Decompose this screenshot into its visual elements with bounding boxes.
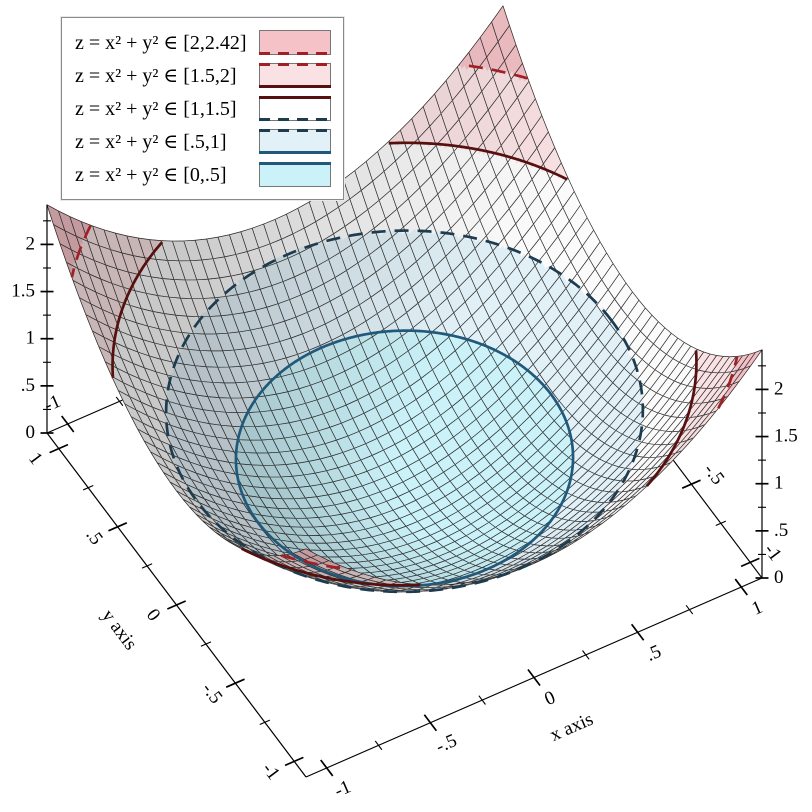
legend: z = x² + y² ∈ [2,2.42] z = x² + y² ∈ [1.… <box>60 16 345 201</box>
legend-swatch <box>259 162 331 187</box>
legend-swatch <box>259 96 331 121</box>
contour-line-sample <box>259 52 331 55</box>
contour-line-sample <box>259 96 331 99</box>
contour-line-sample <box>259 162 331 165</box>
legend-entry: z = x² + y² ∈ [2,2.42] <box>75 26 333 59</box>
legend-entry-label: z = x² + y² ∈ [2,2.42] <box>75 32 247 54</box>
contour-line-sample <box>259 118 331 121</box>
legend-entry: z = x² + y² ∈ [0,.5] <box>75 158 333 191</box>
legend-swatch <box>259 129 331 154</box>
legend-entry-label: z = x² + y² ∈ [.5,1] <box>75 131 227 153</box>
contour-line-sample <box>259 85 331 88</box>
legend-entry: z = x² + y² ∈ [.5,1] <box>75 125 333 158</box>
legend-entry-label: z = x² + y² ∈ [0,.5] <box>75 164 227 186</box>
legend-entry: z = x² + y² ∈ [1.5,2] <box>75 59 333 92</box>
legend-swatch <box>259 30 331 55</box>
legend-entry: z = x² + y² ∈ [1,1.5] <box>75 92 333 125</box>
legend-entry-label: z = x² + y² ∈ [1,1.5] <box>75 98 237 120</box>
contour-line-sample <box>259 129 331 132</box>
contour-line-sample <box>259 151 331 154</box>
legend-swatch <box>259 63 331 88</box>
legend-entry-label: z = x² + y² ∈ [1.5,2] <box>75 65 237 87</box>
contour-line-sample <box>259 63 331 66</box>
